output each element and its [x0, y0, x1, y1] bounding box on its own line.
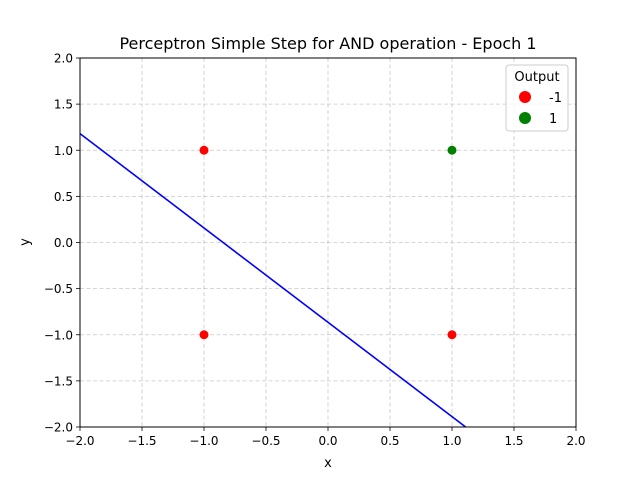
y-tick-label: 1.5	[54, 98, 73, 112]
y-tick-label: 2.0	[54, 52, 73, 66]
data-point	[447, 145, 457, 155]
y-tick-label: 0.5	[54, 190, 73, 204]
x-tick-label: 1.5	[504, 434, 523, 448]
legend: Output -1 1	[505, 64, 569, 132]
x-tick-label: 0.5	[380, 434, 399, 448]
y-tick-label: 1.0	[54, 144, 73, 158]
legend-marker-pos1	[519, 112, 531, 124]
data-series	[80, 133, 467, 427]
axis-ticks: −2.0 −1.5 −1.0 −0.5 0.0 0.5 1.0 1.5 2.0 −2.0 −1.5 −…	[44, 52, 586, 449]
data-point	[199, 330, 209, 340]
x-tick-label: 2.0	[566, 434, 585, 448]
data-point	[447, 330, 457, 340]
y-tick-label: −2.0	[44, 421, 73, 435]
data-point	[199, 145, 209, 155]
legend-label-pos1: 1	[549, 112, 557, 127]
decision-boundary-line	[80, 133, 467, 427]
y-tick-label: 0.0	[54, 236, 73, 250]
y-tick-label: −0.5	[44, 282, 73, 296]
legend-marker-neg1	[519, 91, 531, 103]
x-tick-label: −1.5	[127, 434, 156, 448]
chart-title: Perceptron Simple Step for AND operation…	[119, 34, 536, 53]
legend-title: Output	[514, 70, 559, 85]
legend-label-neg1: -1	[549, 91, 562, 106]
x-tick-label: −0.5	[251, 434, 280, 448]
y-tick-label: −1.5	[44, 374, 73, 388]
x-tick-label: 0.0	[318, 434, 337, 448]
x-tick-label: −2.0	[65, 434, 94, 448]
y-axis-label: y	[18, 238, 33, 246]
x-tick-label: −1.0	[189, 434, 218, 448]
y-tick-label: −1.0	[44, 328, 73, 342]
x-axis-label: x	[324, 456, 332, 471]
x-tick-label: 1.0	[442, 434, 461, 448]
